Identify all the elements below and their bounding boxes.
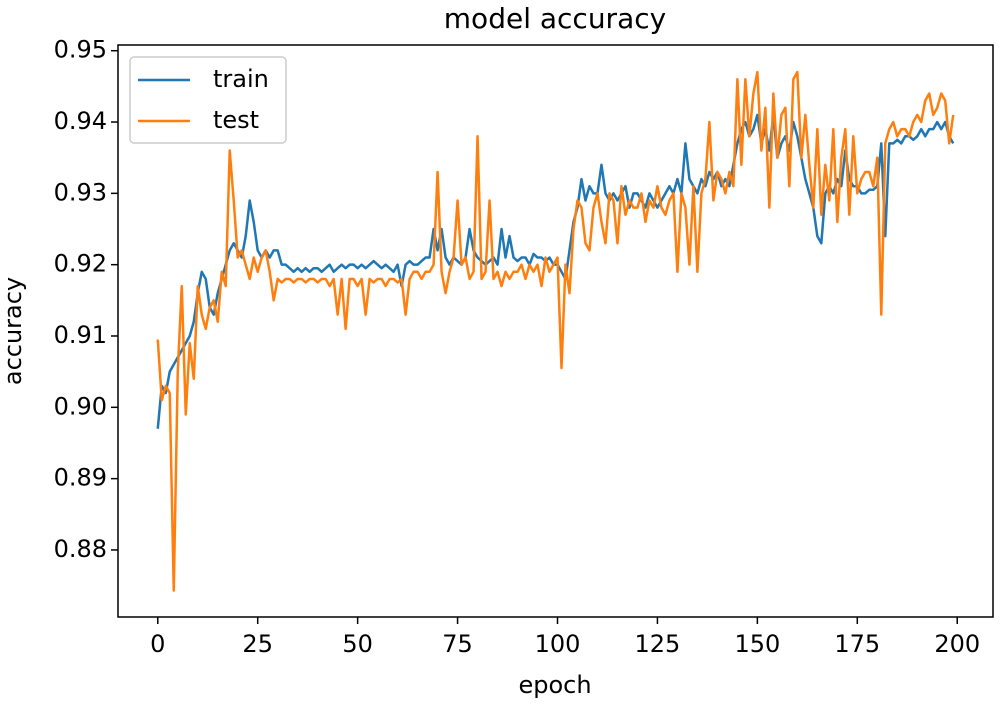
- x-tick-label: 0: [150, 630, 165, 658]
- chart-title: model accuracy: [444, 2, 666, 35]
- x-tick-label: 175: [834, 630, 880, 658]
- plot-frame: [117, 44, 994, 618]
- y-tick-label: 0.88: [54, 535, 107, 563]
- y-tick-label: 0.92: [54, 250, 107, 278]
- y-tick-label: 0.95: [54, 36, 107, 64]
- y-tick-label: 0.93: [54, 178, 107, 206]
- x-axis-label: epoch: [518, 671, 591, 699]
- y-tick-label: 0.91: [54, 321, 107, 349]
- series-line: [156, 113, 955, 429]
- y-tick-label: 0.94: [54, 107, 107, 135]
- x-tick-label: 100: [535, 630, 581, 658]
- y-axis-label: accuracy: [0, 277, 27, 385]
- y-tick-label: 0.89: [54, 464, 107, 492]
- x-tick-label: 200: [934, 630, 980, 658]
- x-tick-label: 150: [734, 630, 780, 658]
- x-tick-label: 75: [442, 630, 473, 658]
- x-tick-label: 50: [342, 630, 373, 658]
- y-tick-label: 0.90: [54, 392, 107, 420]
- series-line: [156, 70, 955, 592]
- x-tick-label: 125: [635, 630, 681, 658]
- x-tick-label: 25: [242, 630, 273, 658]
- legend-label: train: [213, 65, 269, 93]
- legend-label: test: [213, 106, 259, 134]
